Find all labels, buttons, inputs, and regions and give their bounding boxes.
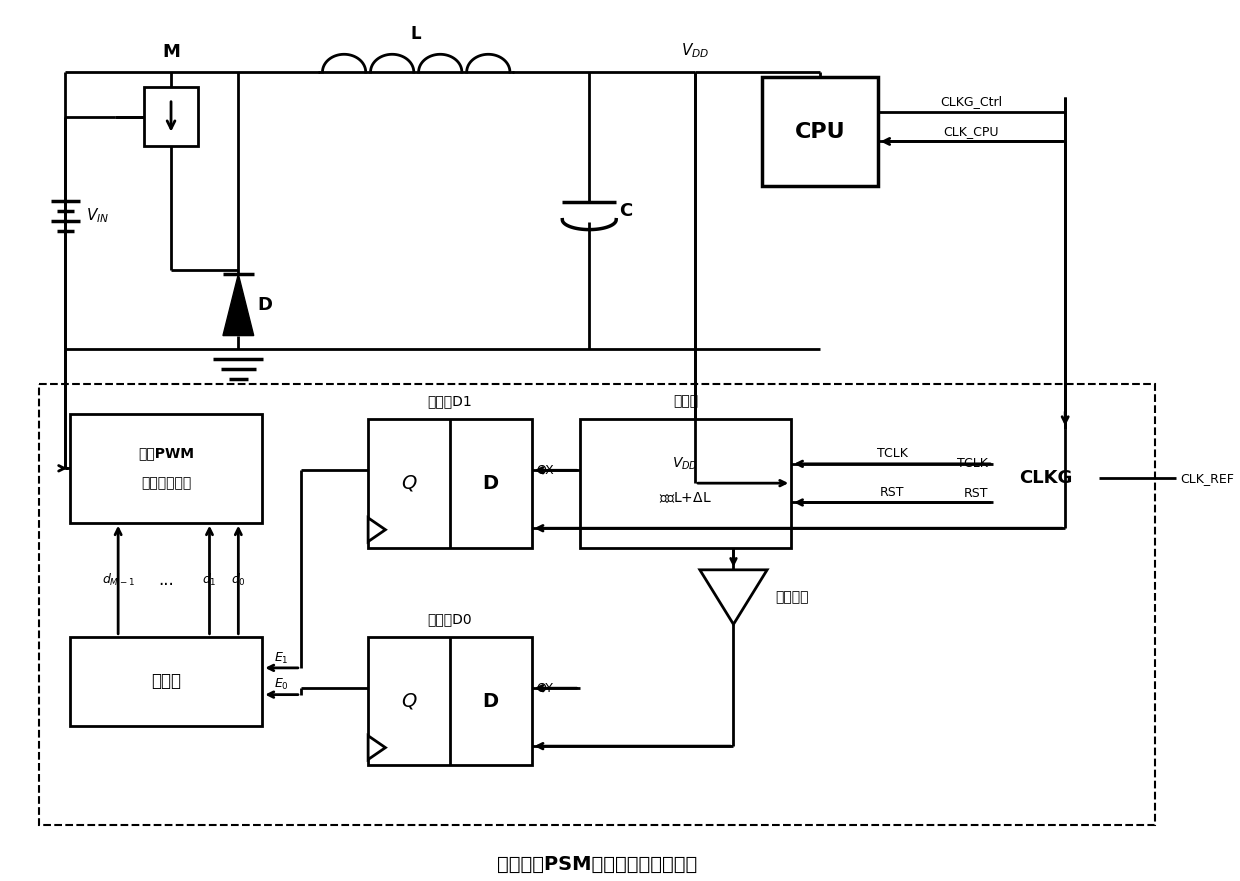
Text: $d_0$: $d_0$ [231,572,246,588]
Bar [993,429,1099,528]
Bar [368,637,532,766]
Text: Q: Q [402,474,417,492]
Text: $V_{DD}$: $V_{DD}$ [681,41,709,60]
Text: C: C [619,202,632,219]
Bar [40,384,1154,825]
Bar [71,414,263,522]
Text: CLKG_Ctrl: CLKG_Ctrl [940,95,1002,108]
Text: RST: RST [963,486,988,500]
Text: Q: Q [402,692,417,711]
Text: CLK_REF: CLK_REF [1180,471,1235,485]
Text: CLK_CPU: CLK_CPU [944,125,999,138]
Polygon shape [223,274,254,336]
Polygon shape [699,570,768,625]
Text: M: M [162,43,180,62]
Text: D: D [482,692,498,711]
Text: TCLK: TCLK [877,448,908,461]
Text: 状态机: 状态机 [151,672,181,690]
Text: D: D [482,474,498,492]
Text: 触发器D1: 触发器D1 [428,394,472,408]
Text: $d_{M-1}$: $d_{M-1}$ [102,572,135,588]
Text: CPU: CPU [795,122,846,142]
Text: $V_{IN}$: $V_{IN}$ [87,206,109,225]
Bar [368,418,532,548]
Text: ...: ... [159,571,174,589]
Text: 数字PWM: 数字PWM [138,447,195,461]
Bar [763,77,878,186]
Text: 长度L+$\Delta$L: 长度L+$\Delta$L [660,491,712,506]
Text: OY: OY [537,682,553,695]
Text: $V_{DD}$: $V_{DD}$ [672,455,698,471]
Text: CLKG: CLKG [1019,470,1073,487]
Text: TCLK: TCLK [957,457,988,470]
Text: RST: RST [880,486,904,499]
Text: $d_1$: $d_1$ [202,572,217,588]
Text: 信号产生电路: 信号产生电路 [141,476,191,490]
Bar [144,87,198,146]
Text: 延迟线: 延迟线 [673,394,698,408]
Text: 延迟单元: 延迟单元 [775,590,808,604]
Text: 基于优化PSM的自适应电压调节器: 基于优化PSM的自适应电压调节器 [497,855,697,874]
Text: OX: OX [537,463,554,477]
Polygon shape [368,736,386,759]
Bar [71,637,263,726]
Text: $E_1$: $E_1$ [274,650,289,665]
Bar [579,418,791,548]
Polygon shape [368,518,386,542]
Text: 触发器D0: 触发器D0 [428,612,472,626]
Text: L: L [410,26,422,43]
Text: D: D [258,296,273,314]
Text: $E_0$: $E_0$ [274,677,289,692]
